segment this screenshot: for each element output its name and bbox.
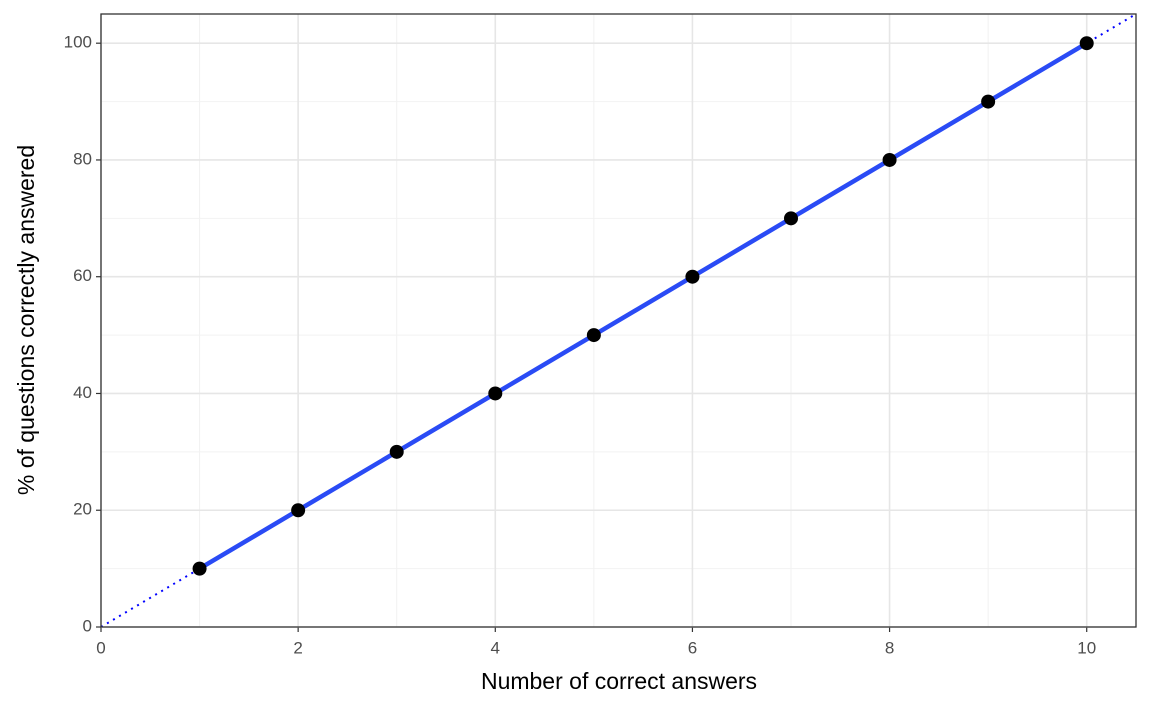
y-tick-label: 20	[73, 500, 92, 519]
x-tick-label: 0	[96, 638, 105, 657]
x-tick-label: 4	[491, 638, 500, 657]
data-point	[586, 328, 601, 343]
x-tick-label: 6	[688, 638, 697, 657]
data-point	[192, 561, 207, 576]
data-point	[1079, 36, 1094, 51]
data-point	[882, 152, 897, 167]
panel-border	[100, 13, 1137, 628]
series-line	[198, 41, 1088, 571]
data-point	[488, 386, 503, 401]
data-point	[784, 211, 798, 226]
data-point	[291, 503, 306, 518]
y-tick-label: 40	[73, 383, 92, 402]
data-point	[685, 269, 700, 284]
data-point	[981, 94, 996, 109]
y-axis-title: % of questions correctly answered	[13, 145, 39, 495]
data-point	[389, 444, 404, 459]
x-tick-label: 10	[1077, 638, 1096, 657]
y-tick-label: 0	[83, 616, 92, 635]
y-tick-label: 60	[73, 266, 92, 285]
x-axis-title: Number of correct answers	[481, 668, 757, 694]
y-tick-label: 80	[73, 149, 92, 168]
x-tick-label: 8	[885, 638, 894, 657]
y-tick-label: 100	[64, 33, 92, 52]
x-tick-label: 2	[293, 638, 302, 657]
